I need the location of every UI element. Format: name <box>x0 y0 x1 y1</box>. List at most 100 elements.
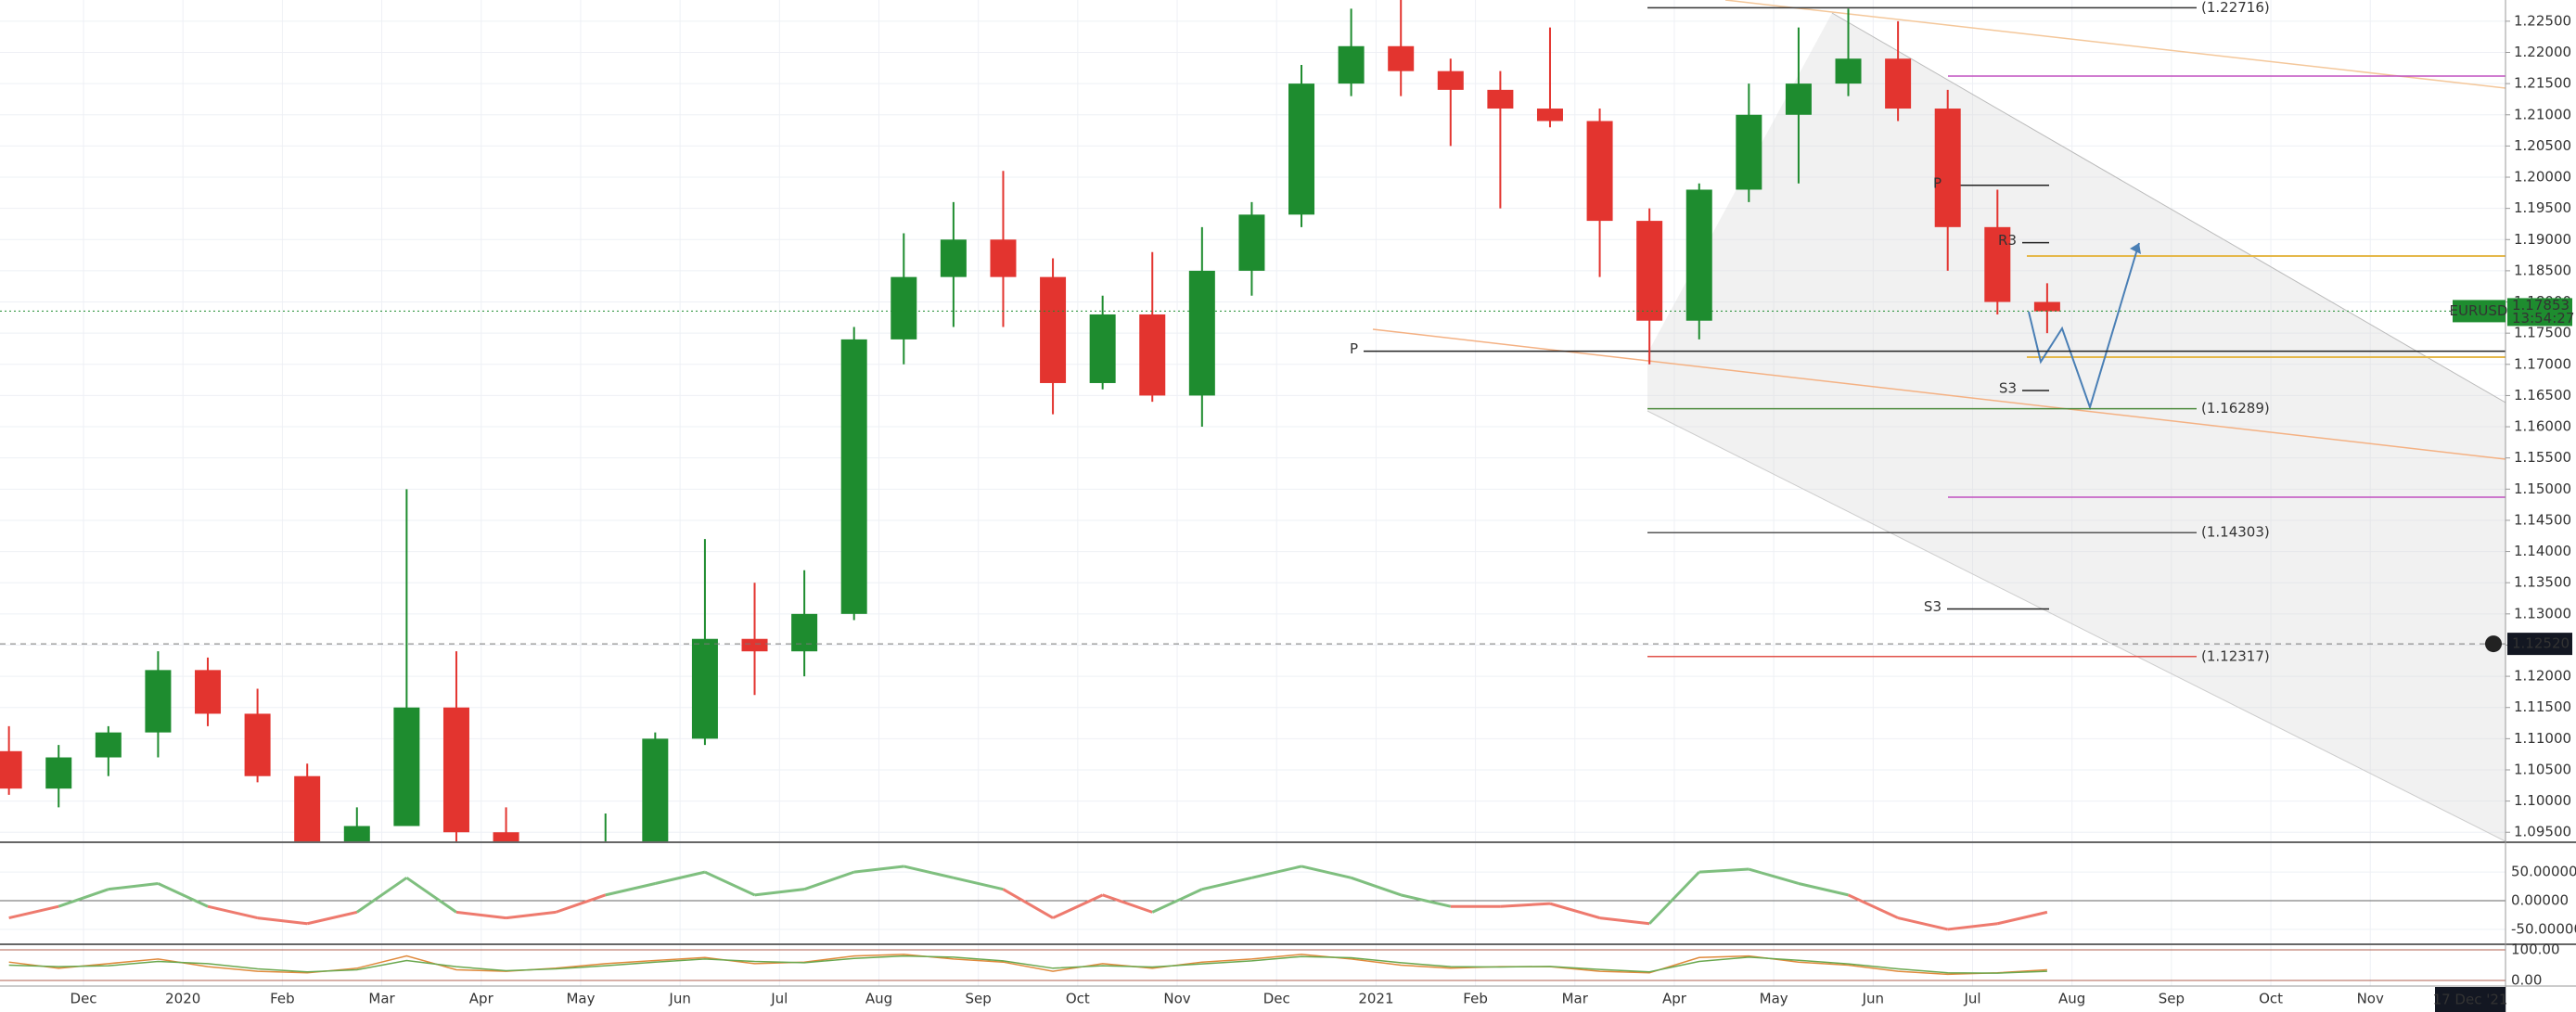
osc-tick-label: -50.00000 <box>2511 920 2576 937</box>
osc-segment <box>306 910 358 926</box>
osc-segment <box>1301 865 1352 879</box>
candle-body <box>0 750 22 789</box>
channel-edge <box>1647 410 2506 842</box>
x-tick-label: Apr <box>1662 991 1687 1007</box>
osc-segment <box>704 870 756 897</box>
candle-body <box>95 732 122 758</box>
pivot-label: S3 <box>1924 598 1942 615</box>
osc-segment <box>555 893 607 914</box>
oscillator <box>8 865 2048 931</box>
osc-segment <box>1798 882 1849 897</box>
drawings <box>1372 0 2506 842</box>
x-tick-label: Aug <box>865 991 892 1007</box>
y-tick-label: 1.19000 <box>2514 231 2571 248</box>
osc-segment <box>1102 893 1153 914</box>
x-tick-label: May <box>1760 991 1788 1007</box>
pivot-label: S3 <box>1999 380 2017 397</box>
x-tick-label: Jul <box>1963 991 1980 1007</box>
last-price-label: 1.17853 <box>2512 297 2570 314</box>
y-tick-label: 1.16000 <box>2514 418 2571 435</box>
y-tick-label: 1.14500 <box>2514 511 2571 528</box>
x-tick-label: Jun <box>668 991 690 1007</box>
trend-line <box>1724 0 2506 89</box>
osc-segment <box>506 910 557 920</box>
candle-body <box>2033 301 2060 312</box>
x-tick-label: Aug <box>2058 991 2085 1007</box>
osc-segment <box>1549 902 1600 920</box>
y-tick-label: 1.17500 <box>2514 325 2571 341</box>
osc-segment <box>654 870 706 885</box>
candle-body <box>1785 83 1812 115</box>
level-label: (1.16289) <box>2201 400 2270 416</box>
x-tick-label: May <box>566 991 595 1007</box>
x-tick-label: Sep <box>2159 991 2185 1007</box>
x-tick-label: Dec <box>70 991 97 1007</box>
candle-body <box>642 738 669 842</box>
oscillator2 <box>8 954 2047 976</box>
candle-body <box>891 276 917 339</box>
osc-segment <box>754 888 805 897</box>
x-tick-label: Feb <box>270 991 295 1007</box>
osc2-line <box>8 954 2047 974</box>
candle-body <box>1288 83 1315 215</box>
crosshair-price: 1.12520 <box>2512 635 2570 652</box>
y-tick-label: 1.10000 <box>2514 792 2571 809</box>
osc-segment <box>953 876 1004 891</box>
candle-body <box>343 826 370 842</box>
crosshair-button <box>2485 635 2502 653</box>
osc-segment <box>1947 922 1998 931</box>
osc-segment <box>8 904 59 920</box>
osc-segment <box>1251 865 1302 879</box>
x-tick-label: Nov <box>2357 991 2384 1007</box>
osc-segment <box>207 904 258 920</box>
osc-segment <box>803 870 855 891</box>
osc-segment <box>1351 876 1402 897</box>
candle-body <box>195 670 222 714</box>
osc-segment <box>355 877 408 914</box>
channel-edge <box>1831 12 2506 404</box>
y-tick-label: 1.15500 <box>2514 449 2571 466</box>
candle-body <box>791 613 818 652</box>
y-tick-label: 1.16500 <box>2514 387 2571 404</box>
candle-body <box>990 239 1017 277</box>
osc-segment <box>1698 867 1749 874</box>
candle-body <box>1188 270 1215 396</box>
osc-segment <box>605 882 656 897</box>
x-tick-label: 2021 <box>1358 991 1393 1007</box>
level-label: (1.14303) <box>2201 524 2270 541</box>
projection <box>2028 242 2140 411</box>
y-tick-label: 1.17000 <box>2514 355 2571 372</box>
pivot-label: P <box>1933 174 1942 191</box>
candle-body <box>1934 109 1961 227</box>
price-box <box>2507 298 2572 327</box>
y-tick-label: 1.22000 <box>2514 44 2571 60</box>
osc2-tick-label: 0.00 <box>2511 972 2542 989</box>
osc-segment <box>1648 871 1700 925</box>
osc-segment <box>108 882 159 891</box>
x-tick-label: Oct <box>2259 991 2283 1007</box>
osc-segment <box>1002 888 1054 919</box>
osc-tick-label: 0.00000 <box>2511 892 2569 909</box>
candle-body <box>1685 189 1712 321</box>
candle-body <box>691 638 718 739</box>
candle-body <box>1586 121 1613 222</box>
candle-body <box>1338 45 1365 84</box>
x-tick-label: Jun <box>1862 991 1884 1007</box>
osc-segment <box>1847 893 1899 919</box>
y-tick-label: 1.09500 <box>2514 824 2571 840</box>
y-tick-label: 1.21000 <box>2514 106 2571 122</box>
x-tick-label: Sep <box>966 991 992 1007</box>
osc-segment <box>1500 902 1551 908</box>
x-tick-label: Nov <box>1163 991 1190 1007</box>
candle-body <box>442 707 469 833</box>
x-tick-label: Jul <box>770 991 788 1007</box>
osc-segment <box>1151 888 1203 914</box>
y-tick-label: 1.13000 <box>2514 605 2571 621</box>
candle-body <box>244 713 271 776</box>
osc-segment <box>157 882 209 908</box>
osc-segment <box>1400 893 1452 908</box>
osc-segment <box>903 865 955 879</box>
osc-segment <box>455 910 506 920</box>
y-tick-label: 1.22500 <box>2514 12 2571 29</box>
